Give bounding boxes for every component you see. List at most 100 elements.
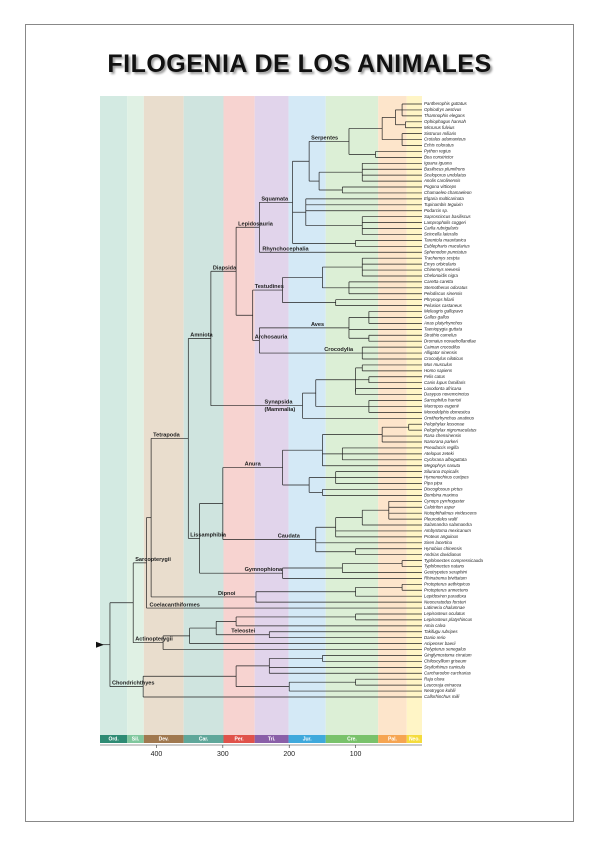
species-name: Hynobius chinensis — [424, 546, 463, 551]
species-name: Acipenser baerii — [423, 641, 457, 646]
species-name: Protopterus annectens — [424, 587, 469, 592]
species-name: Tupinambis teguixin — [424, 202, 463, 207]
tick-label: 100 — [350, 751, 362, 758]
species-name: Struthio camelus — [424, 332, 458, 337]
period-band — [325, 96, 379, 735]
clade-label: Teleostei — [231, 629, 255, 635]
species-name: Neotrygon kuhlii — [424, 688, 457, 693]
species-name: Basiliscus plumifrons — [424, 166, 466, 171]
species-name: Echis coloratus — [424, 143, 455, 148]
species-name: Hymenochirus curtipes — [424, 475, 469, 480]
species-name: Callorhinchus milii — [424, 694, 460, 699]
clade-label: Caudata — [278, 533, 301, 539]
species-name: Amia calva — [423, 623, 446, 628]
tick-label: 300 — [217, 751, 229, 758]
species-name: Carlia rubrigularis — [424, 226, 459, 231]
species-name: Pelusios castaneus — [424, 303, 463, 308]
species-name: Phrynops hilarii — [424, 297, 455, 302]
species-name: Boa constrictor — [424, 155, 454, 160]
species-name: Proteus anguinus — [424, 534, 459, 539]
clade-label: Aves — [311, 322, 324, 328]
species-name: Pelodiscus sinensis — [424, 291, 463, 296]
period-band — [406, 96, 422, 735]
period-band — [254, 96, 289, 735]
period-band — [378, 96, 407, 735]
period-label: Sil. — [132, 737, 140, 743]
species-name: Anas platyrhynchos — [423, 321, 463, 326]
species-name: Podarcis sp. — [424, 208, 448, 213]
species-name: Loxodonta africana — [424, 386, 462, 391]
species-name: Caiman crocodilus — [424, 344, 461, 349]
species-name: Andrias davidianus — [423, 552, 462, 557]
species-name: Cyclorana alboguttata — [424, 457, 467, 462]
period-strip — [143, 735, 184, 743]
period-label: Per. — [234, 737, 244, 743]
species-name: Lampropholis coggeri — [424, 220, 467, 225]
species-name: Meleagris gallopavo — [424, 309, 464, 314]
period-label: Neo. — [409, 737, 420, 743]
species-name: Chinemys reevesii — [424, 267, 461, 272]
clade-label: Coelacanthiformes — [149, 603, 199, 609]
species-name: Chamaeleo chamaeleon — [424, 190, 472, 195]
species-name: Lepidosiren paradoxa — [424, 593, 467, 598]
clade-label: Squamata — [261, 196, 289, 202]
species-name: Raja clava — [424, 676, 445, 681]
species-name: Notophthalmus viridescens — [424, 510, 478, 515]
species-name: Felis catus — [424, 374, 446, 379]
clade-sublabel: (Mammalia) — [264, 407, 295, 413]
species-name: Leucoraja erinacea — [424, 682, 462, 687]
species-name: Homo sapiens — [424, 368, 453, 373]
species-name: Ophiodrys aestivus — [424, 107, 462, 112]
period-band — [288, 96, 326, 735]
frame — [25, 24, 574, 822]
clade-label: Actinopterygii — [135, 637, 173, 643]
period-label: Cre. — [347, 737, 357, 743]
tick-label: 200 — [283, 751, 295, 758]
species-name: Siren lacertina — [424, 540, 453, 545]
species-name: Ornithorhynchus anatinus — [424, 415, 475, 420]
period-band — [127, 96, 144, 735]
species-name: Micrurus fulvius — [424, 125, 455, 130]
species-name: Chelonoidis nigra — [424, 273, 458, 278]
species-name: Scyliorhinus canicula — [424, 665, 466, 670]
period-strip — [288, 735, 326, 743]
species-name: Salamandra salamandra — [424, 522, 472, 527]
clade-label: Testudines — [255, 284, 284, 290]
species-name: Latimeria chalumnae — [424, 605, 465, 610]
species-name: Chiloscyllium griseum — [424, 659, 467, 664]
species-name: Typhlonectes natans — [424, 564, 465, 569]
species-name: Emys orbicularis — [424, 261, 457, 266]
species-name: Crotalus adamanteus — [424, 137, 467, 142]
clade-label: Anura — [245, 462, 262, 468]
clade-label: Diapsida — [213, 265, 237, 271]
clade-label: Synapsida — [264, 400, 293, 406]
species-name: Mus musculus — [424, 362, 453, 367]
clade-label: Crocodylia — [324, 347, 354, 353]
species-name: Dromaius novaehollandiae — [424, 338, 477, 343]
period-band — [143, 96, 184, 735]
species-name: Pseudacris regilla — [424, 445, 459, 450]
species-name: Danio rerio — [424, 635, 446, 640]
species-name: Pelophylax lessonae — [424, 421, 465, 426]
species-name: Ginglymostoma cirratum — [424, 653, 472, 658]
species-name: Neoceratodus forsteri — [424, 599, 467, 604]
period-band — [223, 96, 255, 735]
species-name: Pleurodeles waltl — [424, 516, 458, 521]
species-name: Canis lupus familiaris — [424, 380, 466, 385]
period-label: Pal. — [388, 737, 398, 743]
clade-label: Sarcopterygii — [135, 557, 171, 563]
species-name: Bombina maxima — [424, 493, 458, 498]
period-strip — [378, 735, 407, 743]
species-name: Megophrys nasuta — [424, 463, 461, 468]
period-band — [100, 96, 128, 735]
species-name: Typhlonectes compressicauda — [424, 558, 484, 563]
period-strip — [254, 735, 289, 743]
period-strip — [183, 735, 224, 743]
period-strip — [223, 735, 255, 743]
clade-label: Serpentes — [311, 135, 338, 141]
period-strip — [127, 735, 144, 743]
species-name: Sceloporus undulatus — [424, 172, 467, 177]
species-name: Pelophylax nigromaculatus — [424, 427, 477, 432]
